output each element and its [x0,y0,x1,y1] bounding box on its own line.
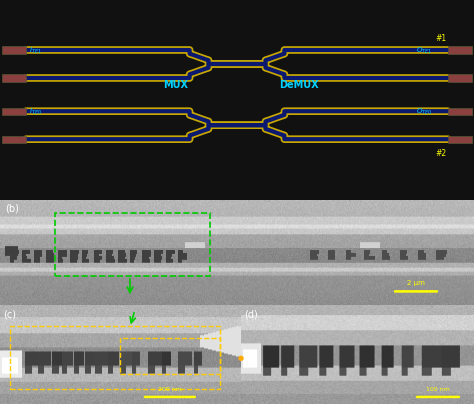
Text: $I_{TE0}$: $I_{TE0}$ [29,107,42,117]
Text: (d): (d) [244,309,257,319]
Text: $I_{TE1}$: $I_{TE1}$ [29,46,42,56]
Text: GC for normalization of device #1: GC for normalization of device #1 [162,9,331,19]
Text: ●: ● [238,355,244,360]
Bar [2,136,26,143]
Text: 2 μm: 2 μm [407,280,425,286]
Bar [448,107,472,115]
Text: 200 nm: 200 nm [158,387,182,392]
Bar [120,339,220,374]
Text: $O_{TE1}$: $O_{TE1}$ [416,46,432,56]
Text: 100 nm: 100 nm [426,387,450,392]
Text: MUX: MUX [163,80,188,90]
Text: (b): (b) [5,204,19,214]
Bar [2,46,26,54]
Bar [448,136,472,143]
Text: #2: #2 [436,149,447,158]
Bar [55,213,210,276]
Text: $O_{TE0}$: $O_{TE0}$ [416,107,433,117]
Bar [448,74,472,82]
Text: (a): (a) [5,9,18,19]
Text: #1: #1 [436,34,447,43]
Bar [2,107,26,115]
Bar [2,74,26,82]
Text: DeMUX: DeMUX [279,80,319,90]
Bar [448,46,472,54]
Bar [10,326,220,389]
Text: (c): (c) [3,309,16,319]
